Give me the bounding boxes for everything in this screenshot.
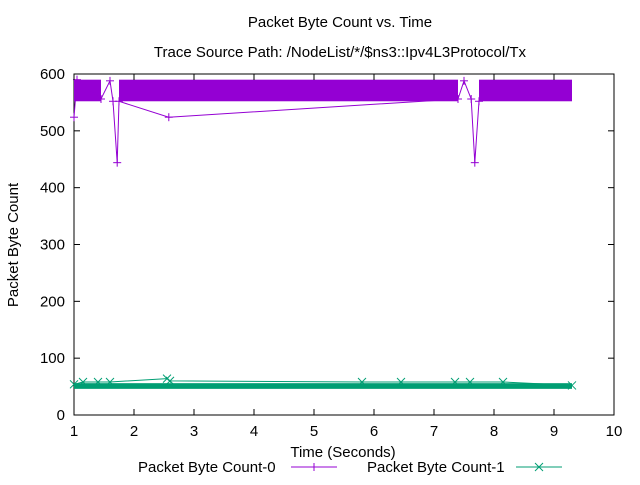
- x-tick-label: 3: [190, 423, 198, 440]
- x-tick-label: 6: [370, 423, 378, 440]
- y-tick-label: 200: [40, 293, 65, 310]
- series-line: [73, 378, 573, 386]
- legend-marker: [534, 462, 544, 472]
- chart-subtitle: Trace Source Path: /NodeList/*/$ns3::Ipv…: [154, 44, 527, 61]
- data-point: [498, 377, 508, 387]
- x-tick-label: 4: [250, 423, 258, 440]
- series-0: [70, 75, 572, 167]
- y-axis-label: Packet Byte Count: [5, 182, 22, 307]
- x-tick-label: 5: [310, 423, 318, 440]
- x-tick-label: 2: [130, 423, 138, 440]
- data-point: [105, 377, 115, 387]
- x-tick-label: 1: [70, 423, 78, 440]
- x-tick-label: 9: [550, 423, 558, 440]
- y-tick-label: 0: [57, 407, 65, 424]
- data-point: [69, 379, 79, 389]
- y-tick-label: 600: [40, 66, 65, 83]
- plot-frame: [73, 73, 615, 416]
- x-tick-label: 7: [430, 423, 438, 440]
- data-point: [567, 381, 577, 390]
- data-point: [357, 377, 367, 387]
- y-tick-label: 100: [40, 350, 65, 367]
- data-point: [162, 374, 172, 383]
- data-band: [74, 79, 101, 102]
- data-band: [74, 383, 572, 389]
- x-tick-label: 8: [490, 423, 498, 440]
- legend-label: Packet Byte Count-1: [367, 459, 505, 476]
- data-band: [119, 79, 458, 102]
- series-layer: [69, 75, 577, 390]
- x-tick-label: 10: [606, 423, 623, 440]
- data-point: [165, 376, 175, 386]
- data-point: [93, 377, 103, 387]
- x-axis-label: Time (Seconds): [290, 444, 395, 461]
- legend: Packet Byte Count-0 Packet Byte Count-1: [138, 459, 562, 476]
- y-tick-label: 300: [40, 237, 65, 254]
- y-tick-label: 500: [40, 123, 65, 140]
- plot-border: [73, 73, 615, 416]
- data-point: [450, 377, 460, 387]
- data-band: [479, 79, 572, 102]
- chart-title: Packet Byte Count vs. Time: [248, 14, 432, 31]
- data-point: [396, 377, 406, 387]
- data-point: [78, 377, 88, 387]
- data-point: [465, 377, 475, 387]
- y-tick-label: 400: [40, 180, 65, 197]
- series-1: [69, 374, 577, 390]
- legend-label: Packet Byte Count-0: [138, 459, 276, 476]
